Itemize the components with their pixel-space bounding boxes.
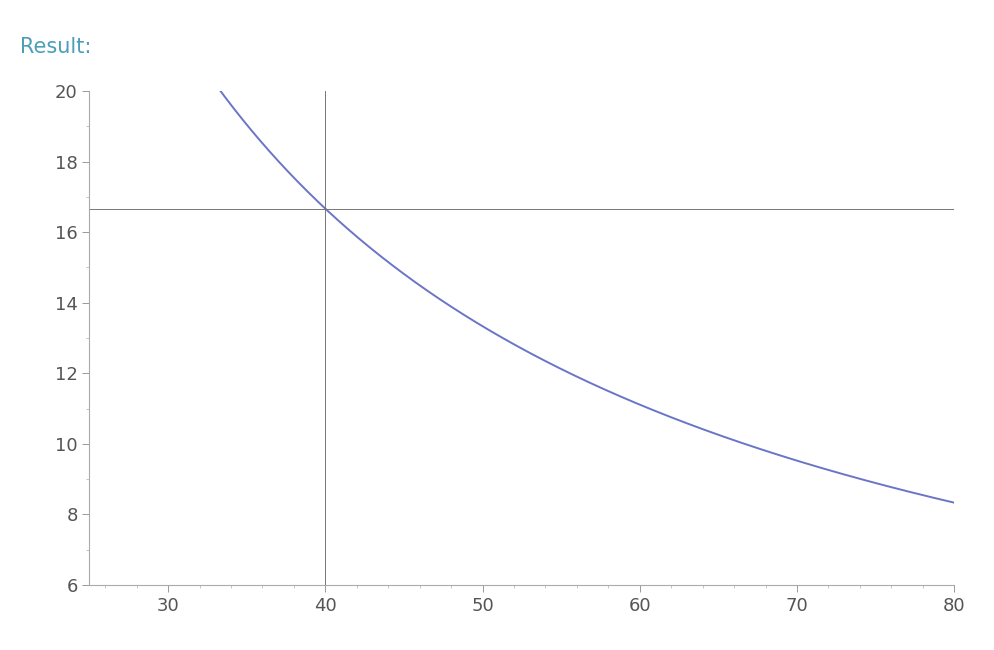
Text: Result:: Result: [20, 37, 91, 57]
